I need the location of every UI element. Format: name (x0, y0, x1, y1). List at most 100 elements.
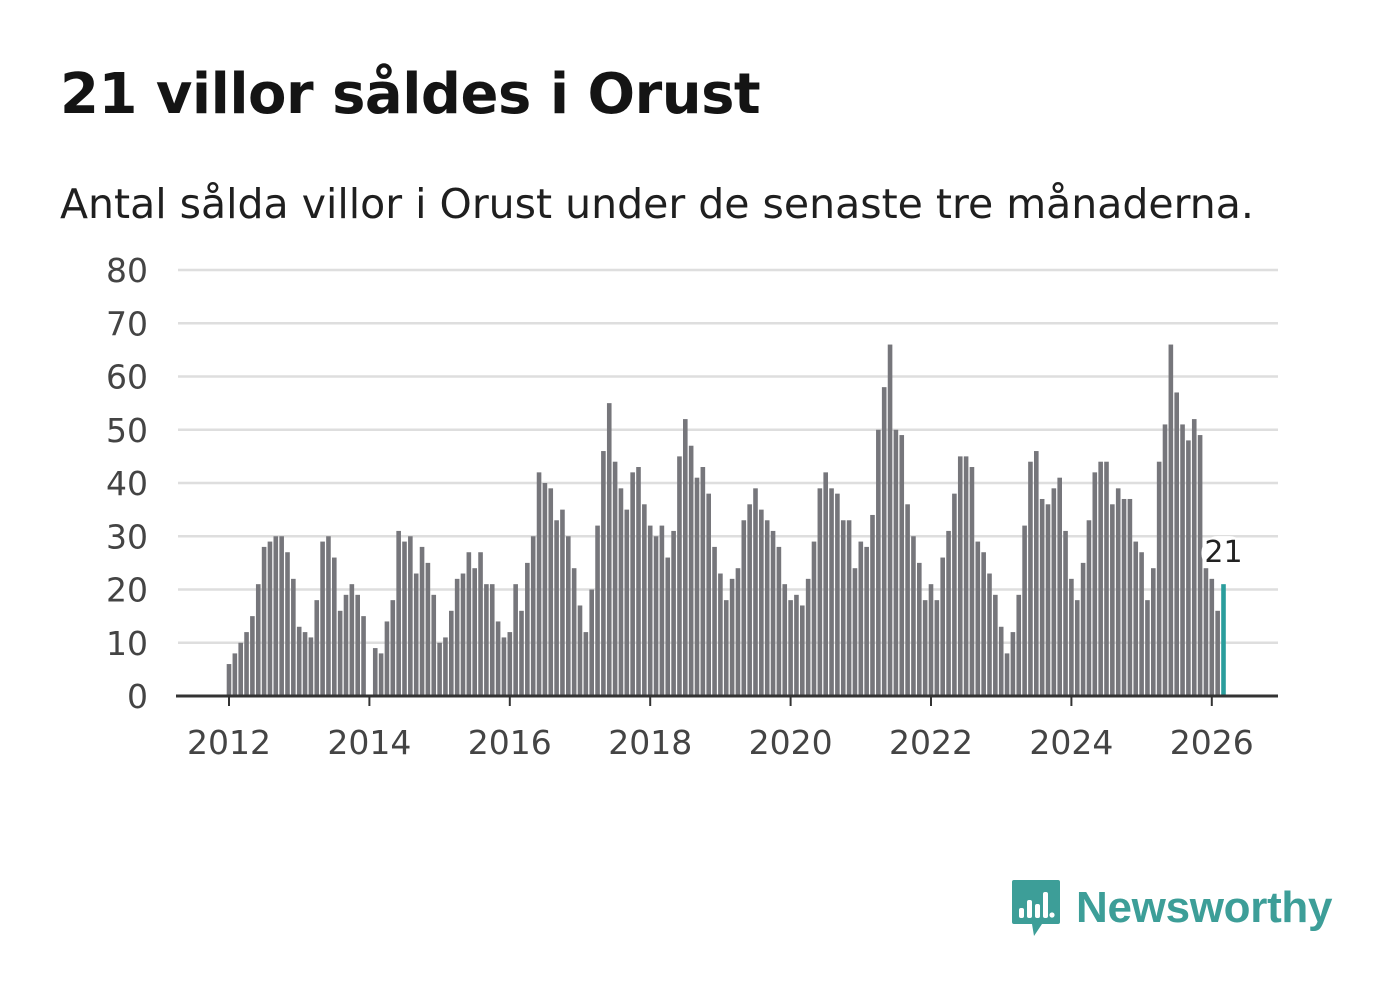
x-tick-label: 2012 (187, 723, 271, 762)
bar (764, 520, 770, 696)
bar (957, 456, 963, 697)
bar (840, 520, 846, 696)
bar (1162, 424, 1168, 696)
bar (922, 600, 928, 696)
bar-chart-speech-icon (1012, 880, 1060, 936)
bar (1039, 498, 1045, 696)
bar (291, 578, 296, 696)
bar (466, 552, 472, 696)
bar (285, 552, 290, 696)
bar (1045, 504, 1051, 696)
bar (998, 626, 1004, 696)
bar (858, 541, 864, 696)
bar (460, 573, 466, 696)
y-tick-label: 20 (106, 571, 148, 610)
bar-highlight (1221, 584, 1226, 696)
bar (1051, 488, 1057, 696)
bar (314, 600, 320, 696)
highlight-value-label: 21 (1204, 535, 1242, 570)
bar (226, 664, 232, 696)
x-tick-label: 2022 (889, 723, 973, 762)
y-tick-label: 0 (127, 677, 148, 716)
bars (226, 344, 1226, 697)
bar (940, 557, 945, 696)
bar (811, 541, 817, 696)
bar (244, 632, 249, 696)
bar (378, 653, 384, 696)
bar (770, 530, 776, 696)
bar (823, 472, 828, 696)
bar (630, 472, 635, 696)
y-axis-ticks: 0 10 20 30 40 50 60 70 80 (106, 251, 148, 716)
bar (296, 626, 302, 696)
bar (905, 504, 910, 696)
bar (396, 530, 401, 696)
bar (355, 594, 360, 696)
bar (1010, 632, 1016, 696)
bar (437, 642, 442, 696)
bar (560, 509, 565, 697)
bar (677, 456, 682, 697)
bar (911, 536, 916, 696)
grid-lines (178, 268, 1278, 644)
bar (893, 429, 899, 696)
y-tick-label: 70 (106, 304, 148, 343)
x-tick-label: 2016 (468, 723, 552, 762)
bar (981, 552, 986, 696)
bar (583, 632, 589, 696)
bar (326, 536, 331, 696)
bar (729, 578, 735, 696)
bar (1191, 419, 1197, 696)
bar (969, 467, 975, 696)
highlight-annotation: 21 (1201, 535, 1246, 571)
bar (1168, 344, 1174, 696)
bar (899, 435, 905, 696)
x-axis-ticks: 2012 2014 2016 2018 2020 2022 2024 2026 (187, 696, 1254, 762)
bar (519, 610, 524, 696)
bar (642, 504, 647, 696)
bar (343, 594, 349, 696)
bar (554, 520, 559, 696)
bar (454, 578, 460, 696)
bar (671, 530, 676, 696)
bar (1151, 568, 1156, 696)
bar (507, 632, 513, 696)
chart-title: 21 villor såldes i Orust (60, 62, 761, 127)
bar (1022, 525, 1027, 696)
y-tick-label: 30 (106, 517, 148, 556)
bar (782, 584, 788, 696)
x-tick-label: 2024 (1029, 723, 1113, 762)
bar (425, 562, 431, 697)
bar (390, 600, 396, 696)
bar (612, 461, 618, 696)
bar (1209, 578, 1215, 696)
bar (1127, 498, 1133, 696)
bar (759, 509, 764, 697)
bar (1104, 461, 1109, 696)
bar (1115, 488, 1121, 696)
bar (1092, 472, 1098, 696)
bar (706, 493, 711, 696)
bar (753, 488, 758, 696)
bar (302, 632, 308, 696)
bar (361, 616, 366, 697)
bar (1156, 461, 1162, 696)
bar (332, 557, 337, 696)
bar (800, 605, 805, 696)
bar (431, 594, 437, 696)
bar (1004, 653, 1010, 696)
bar (501, 637, 507, 696)
bar (946, 530, 951, 696)
bar (1057, 477, 1062, 696)
bar (665, 557, 671, 696)
bar (1133, 541, 1139, 696)
bar (472, 568, 477, 696)
bar (870, 514, 875, 696)
x-tick-label: 2014 (327, 723, 411, 762)
bar (852, 568, 858, 696)
bar (530, 536, 536, 696)
bar (805, 578, 811, 696)
bar (952, 493, 957, 696)
bar (712, 546, 717, 696)
brand-name: Newsworthy (1076, 883, 1333, 932)
